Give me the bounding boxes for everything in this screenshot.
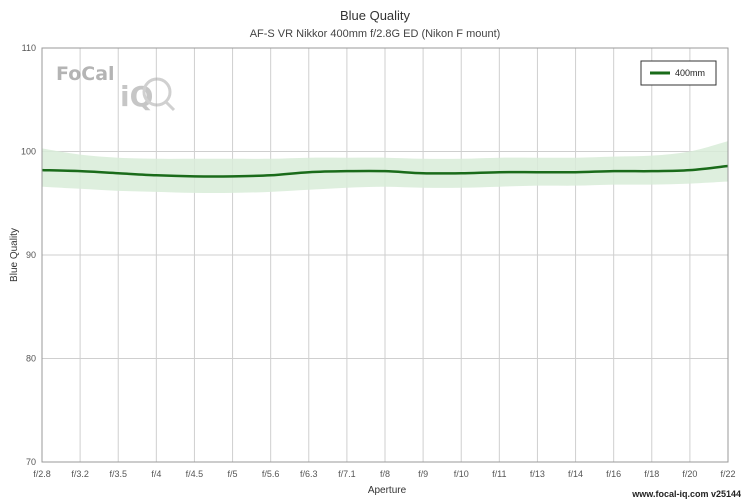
x-tick-label: f/10 bbox=[454, 469, 469, 479]
series-lines bbox=[41, 164, 729, 178]
legend-label: 400mm bbox=[675, 68, 705, 78]
y-axis-label: Blue Quality bbox=[9, 228, 20, 282]
x-tick-label: f/2.8 bbox=[33, 469, 51, 479]
legend-box bbox=[640, 60, 717, 86]
confidence-band-area bbox=[42, 141, 728, 194]
x-ticks: f/2.8 f/3.2 f/3.5 f/4 f/4.5 f/5 f/5.6 f/6.3 f/7.… bbox=[33, 469, 735, 479]
chart-subtitle: AF-S VR Nikkor 400mm f/2.8G ED (Nikon F … bbox=[250, 28, 501, 40]
x-tick-label: f/7.1 bbox=[338, 469, 356, 479]
logo-handle-icon bbox=[164, 100, 176, 112]
logo-focal-text: FoCal bbox=[56, 63, 115, 85]
logo-iq-text: iQ bbox=[120, 80, 153, 113]
plot-area-border bbox=[41, 47, 729, 463]
grid bbox=[41, 47, 729, 463]
chart-title: Blue Quality bbox=[340, 8, 411, 23]
x-tick-label: f/3.5 bbox=[109, 469, 127, 479]
focal-iq-logo: FoCal iQ bbox=[56, 63, 176, 113]
y-tick-label: 90 bbox=[26, 250, 36, 260]
confidence-band bbox=[42, 141, 728, 194]
x-tick-label: f/22 bbox=[720, 469, 735, 479]
x-tick-label: f/16 bbox=[606, 469, 621, 479]
y-ticks: 70 80 90 100 110 bbox=[21, 43, 36, 467]
x-tick-label: f/11 bbox=[492, 469, 506, 479]
footer-text: www.focal-iq.com v25144 bbox=[631, 489, 741, 499]
x-tick-label: f/20 bbox=[682, 469, 697, 479]
legend: 400mm bbox=[640, 60, 717, 86]
x-tick-label: f/4.5 bbox=[186, 469, 204, 479]
y-tick-label: 100 bbox=[21, 147, 36, 157]
x-tick-label: f/4 bbox=[151, 469, 161, 479]
x-axis-label: Aperture bbox=[368, 485, 407, 496]
x-tick-label: f/18 bbox=[644, 469, 659, 479]
x-tick-label: f/9 bbox=[418, 469, 428, 479]
x-tick-label: f/14 bbox=[568, 469, 583, 479]
logo-lens-icon bbox=[142, 77, 172, 107]
x-tick-label: f/8 bbox=[380, 469, 390, 479]
y-tick-label: 80 bbox=[26, 354, 36, 364]
series-line-400mm bbox=[41, 164, 729, 178]
x-tick-label: f/3.2 bbox=[71, 469, 89, 479]
x-tick-label: f/6.3 bbox=[300, 469, 318, 479]
x-tick-label: f/5 bbox=[228, 469, 238, 479]
y-tick-label: 70 bbox=[26, 457, 36, 467]
y-tick-label: 110 bbox=[22, 43, 36, 53]
x-tick-label: f/13 bbox=[530, 469, 545, 479]
x-tick-label: f/5.6 bbox=[262, 469, 280, 479]
